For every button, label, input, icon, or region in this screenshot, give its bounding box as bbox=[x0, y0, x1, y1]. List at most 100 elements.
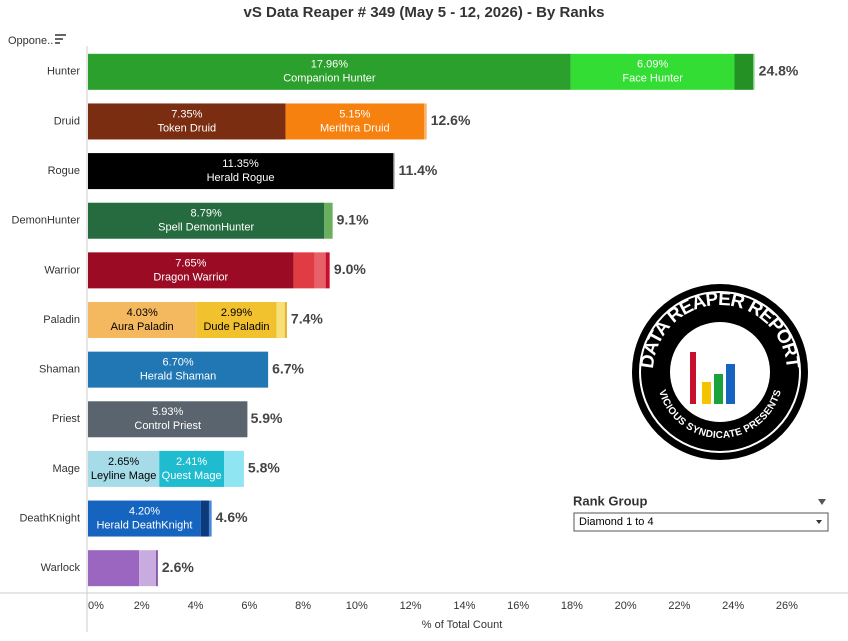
segment-value-label: 2.65% bbox=[108, 456, 139, 468]
bar-segment bbox=[88, 252, 294, 289]
y-axis-label: Oppone.. bbox=[8, 35, 53, 47]
segment-name-label: Quest Mage bbox=[162, 470, 222, 482]
total-label: 7.4% bbox=[291, 311, 323, 327]
segment-name-label: Herald Shaman bbox=[140, 371, 216, 383]
y-tick-label: Warrior bbox=[44, 264, 80, 276]
segment-value-label: 2.41% bbox=[176, 456, 207, 468]
segment-name-label: Token Druid bbox=[157, 122, 216, 134]
y-tick-label: Priest bbox=[52, 413, 80, 425]
segment-value-label: 5.93% bbox=[152, 406, 183, 418]
bar-segment bbox=[88, 450, 160, 487]
y-tick-label: Rogue bbox=[48, 165, 80, 177]
dropdown-arrow[interactable] bbox=[816, 520, 822, 524]
segment-value-label: 11.35% bbox=[222, 158, 259, 170]
x-tick-label: 8% bbox=[295, 600, 311, 612]
bar-segment bbox=[208, 500, 212, 537]
segment-name-label: Companion Hunter bbox=[283, 73, 376, 85]
filter-menu[interactable] bbox=[818, 499, 826, 505]
segment-value-label: 4.20% bbox=[129, 505, 160, 517]
bar-segment bbox=[88, 153, 394, 190]
bar-segment bbox=[570, 53, 735, 90]
x-tick-label: 18% bbox=[561, 600, 583, 612]
segment-value-label: 6.09% bbox=[637, 59, 668, 71]
y-tick-label: Druid bbox=[54, 115, 80, 127]
x-tick-label: 4% bbox=[188, 600, 204, 612]
bar-segment bbox=[293, 252, 315, 289]
total-label: 6.7% bbox=[272, 360, 304, 376]
segment-value-label: 6.70% bbox=[162, 357, 193, 369]
bar-segment bbox=[196, 302, 277, 338]
bar-segment bbox=[285, 103, 425, 140]
logo: DATA REAPER REPORT VICIOUS SYNDICATE PRE… bbox=[632, 284, 808, 460]
bar-segment bbox=[156, 550, 158, 587]
bar-segment bbox=[753, 53, 755, 90]
bar-segment bbox=[200, 500, 209, 537]
chart-title: vS Data Reaper # 349 (May 5 - 12, 2026) … bbox=[243, 4, 604, 21]
bar-segment bbox=[424, 103, 427, 140]
x-tick-label: 16% bbox=[507, 600, 529, 612]
segment-name-label: Spell DemonHunter bbox=[158, 222, 254, 234]
y-tick-label: Mage bbox=[52, 463, 80, 475]
total-label: 9.1% bbox=[337, 211, 369, 227]
segment-value-label: 4.03% bbox=[127, 307, 158, 319]
segment-name-label: Face Hunter bbox=[622, 73, 683, 85]
y-tick-label: Hunter bbox=[47, 66, 80, 78]
total-label: 24.8% bbox=[759, 63, 799, 79]
y-tick-label: Paladin bbox=[43, 314, 80, 326]
bar-segment bbox=[88, 53, 571, 90]
segment-value-label: 17.96% bbox=[311, 59, 349, 71]
filter-title: Rank Group bbox=[573, 493, 647, 508]
y-tick-label: Warlock bbox=[41, 562, 81, 574]
filter-dropdown[interactable]: Diamond 1 to 4 bbox=[573, 512, 829, 532]
x-tick-label: 22% bbox=[668, 600, 690, 612]
bar-segment bbox=[159, 450, 225, 487]
segment-value-label: 2.99% bbox=[221, 307, 252, 319]
total-label: 11.4% bbox=[398, 162, 437, 178]
bar-segment bbox=[88, 550, 140, 587]
x-tick-label: 6% bbox=[241, 600, 257, 612]
bar-segment bbox=[314, 252, 326, 289]
total-label: 4.6% bbox=[216, 509, 248, 525]
segment-value-label: 7.65% bbox=[175, 257, 206, 269]
y-tick-label: DemonHunter bbox=[12, 215, 81, 227]
segment-name-label: Dragon Warrior bbox=[153, 271, 228, 283]
x-tick-label: 2% bbox=[134, 600, 150, 612]
bar-segment bbox=[393, 153, 395, 190]
total-label: 12.6% bbox=[431, 112, 471, 128]
dropdown-value[interactable]: Diamond 1 to 4 bbox=[579, 516, 654, 528]
total-label: 5.9% bbox=[251, 410, 283, 426]
y-tick-label: Shaman bbox=[39, 364, 80, 376]
segment-value-label: 5.15% bbox=[339, 108, 370, 120]
bar-segment bbox=[88, 302, 197, 338]
bar-segment bbox=[88, 103, 286, 140]
segment-name-label: Herald DeathKnight bbox=[96, 519, 192, 531]
segment-name-label: Herald Rogue bbox=[207, 172, 275, 184]
y-tick-label: DeathKnight bbox=[19, 512, 80, 524]
bar-segment bbox=[88, 500, 201, 537]
bar-segment bbox=[224, 450, 244, 487]
dropdown-box[interactable] bbox=[573, 512, 829, 532]
segment-value-label: 8.79% bbox=[191, 208, 222, 220]
segment-value-label: 7.35% bbox=[171, 108, 202, 120]
segment-name-label: Dude Paladin bbox=[203, 321, 269, 333]
bar-segment bbox=[88, 401, 248, 438]
bar-segment bbox=[88, 351, 269, 388]
bar-segment bbox=[276, 302, 285, 338]
x-tick-label: 20% bbox=[615, 600, 637, 612]
x-tick-label: 10% bbox=[346, 600, 368, 612]
sort-icon[interactable] bbox=[55, 34, 66, 44]
total-label: 2.6% bbox=[162, 559, 194, 575]
bar-segment bbox=[284, 302, 287, 338]
x-tick-label: 12% bbox=[400, 600, 422, 612]
x-tick-label: 0% bbox=[88, 600, 104, 612]
x-tick-label: 24% bbox=[722, 600, 744, 612]
bar-segment bbox=[88, 202, 325, 239]
bar-segment bbox=[325, 252, 330, 289]
bar-segment bbox=[324, 202, 333, 239]
total-label: 9.0% bbox=[334, 261, 366, 277]
segment-name-label: Aura Paladin bbox=[111, 321, 174, 333]
x-tick-label: 14% bbox=[453, 600, 475, 612]
x-tick-label: 26% bbox=[776, 600, 798, 612]
x-axis-label: % of Total Count bbox=[422, 619, 503, 631]
